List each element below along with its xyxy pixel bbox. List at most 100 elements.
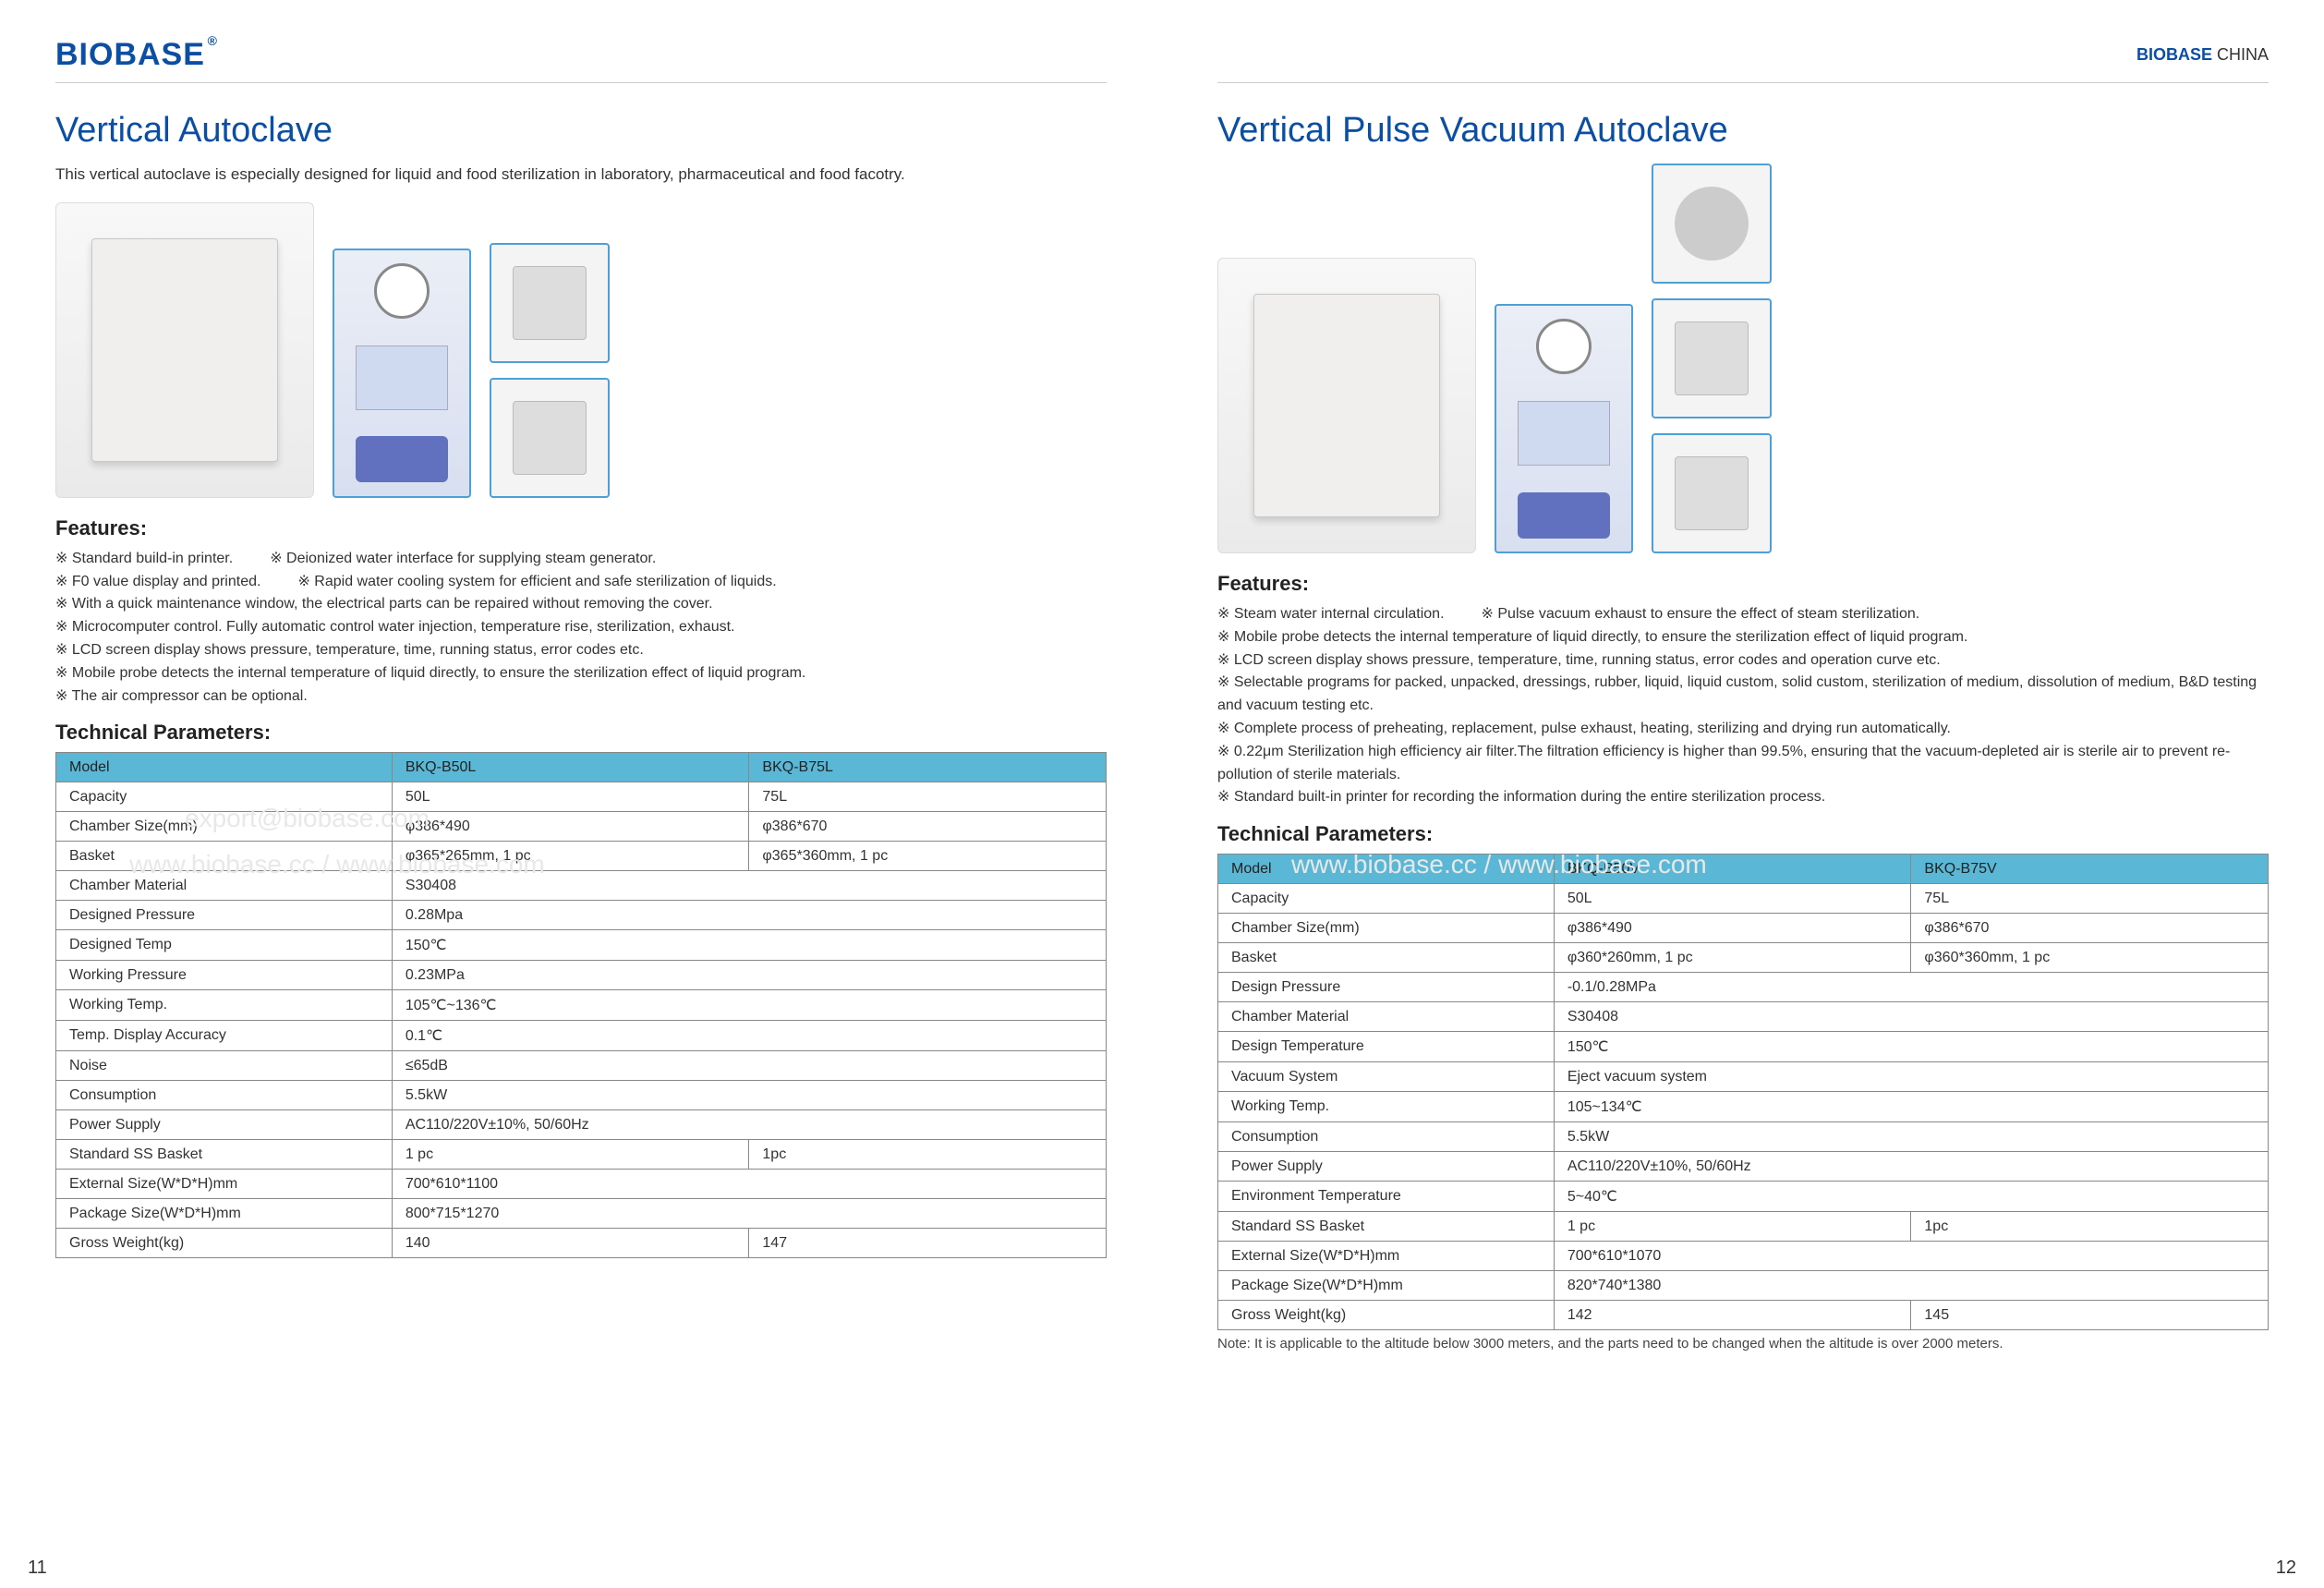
table-cell: 147 bbox=[749, 1229, 1107, 1258]
table-cell: 700*610*1100 bbox=[392, 1170, 1106, 1199]
table-row: Designed Temp150℃ bbox=[56, 930, 1107, 961]
table-cell: AC110/220V±10%, 50/60Hz bbox=[1554, 1152, 2268, 1182]
thumbnail-column bbox=[490, 243, 610, 498]
brand-prefix: BIOBASE bbox=[2136, 45, 2212, 64]
table-cell: S30408 bbox=[392, 871, 1106, 901]
printer-thumb bbox=[1652, 433, 1772, 553]
table-row: Chamber MaterialS30408 bbox=[56, 871, 1107, 901]
table-row: Basketφ360*260mm, 1 pcφ360*360mm, 1 pc bbox=[1218, 943, 2269, 973]
table-cell: Environment Temperature bbox=[1218, 1182, 1555, 1212]
brand-suffix: CHINA bbox=[2217, 45, 2269, 64]
table-cell: -0.1/0.28MPa bbox=[1554, 973, 2268, 1002]
page-left: BIOBASE® Vertical Autoclave This vertica… bbox=[0, 0, 1162, 1588]
table-cell: 1pc bbox=[749, 1140, 1107, 1170]
table-header-cell: Model bbox=[1218, 855, 1555, 884]
feat-row: F0 value display and printed.Rapid water… bbox=[55, 571, 1107, 594]
table-cell: Design Pressure bbox=[1218, 973, 1555, 1002]
table-cell: Gross Weight(kg) bbox=[1218, 1301, 1555, 1330]
product-images-left bbox=[55, 202, 1107, 498]
table-row: Chamber Size(mm)φ386*490φ386*670 bbox=[56, 812, 1107, 842]
table-row: Working Temp.105~134℃ bbox=[1218, 1092, 2269, 1122]
table-row: Capacity50L75L bbox=[56, 782, 1107, 812]
feat-row: Steam water internal circulation.Pulse v… bbox=[1217, 603, 2269, 626]
table-cell: 142 bbox=[1554, 1301, 1911, 1330]
page-number-left: 11 bbox=[28, 1558, 47, 1579]
feat-row: The air compressor can be optional. bbox=[55, 685, 1107, 709]
table-cell: Working Temp. bbox=[56, 990, 393, 1021]
table-cell: 150℃ bbox=[1554, 1032, 2268, 1062]
table-cell: Working Temp. bbox=[1218, 1092, 1555, 1122]
buttons-icon bbox=[1518, 492, 1610, 539]
table-cell: Design Temperature bbox=[1218, 1032, 1555, 1062]
table-cell: 75L bbox=[1911, 884, 2269, 914]
table-cell: φ365*360mm, 1 pc bbox=[749, 842, 1107, 871]
table-cell: 800*715*1270 bbox=[392, 1199, 1106, 1229]
table-cell: Consumption bbox=[56, 1081, 393, 1110]
table-cell: 5~40℃ bbox=[1554, 1182, 2268, 1212]
main-product-image bbox=[1217, 258, 1476, 553]
table-row: Chamber MaterialS30408 bbox=[1218, 1002, 2269, 1032]
table-header-cell: Model bbox=[56, 753, 393, 782]
table-row: External Size(W*D*H)mm700*610*1100 bbox=[56, 1170, 1107, 1199]
feat-row: Microcomputer control. Fully automatic c… bbox=[55, 616, 1107, 639]
feat-row: LCD screen display shows pressure, tempe… bbox=[1217, 649, 2269, 673]
table-row: Noise≤65dB bbox=[56, 1051, 1107, 1081]
basket-thumb bbox=[490, 378, 610, 498]
screen-icon bbox=[356, 345, 448, 410]
table-cell: 150℃ bbox=[392, 930, 1106, 961]
table-row: Working Temp.105℃~136℃ bbox=[56, 990, 1107, 1021]
printer-thumb bbox=[490, 243, 610, 363]
table-cell: 50L bbox=[392, 782, 749, 812]
brand-right: BIOBASE CHINA bbox=[2136, 45, 2269, 65]
table-cell: 105℃~136℃ bbox=[392, 990, 1106, 1021]
table-cell: Chamber Material bbox=[56, 871, 393, 901]
gauge-icon bbox=[374, 263, 430, 319]
table-cell: Power Supply bbox=[1218, 1152, 1555, 1182]
altitude-note: Note: It is applicable to the altitude b… bbox=[1217, 1336, 2269, 1352]
table-cell: Chamber Size(mm) bbox=[56, 812, 393, 842]
table-row: Chamber Size(mm)φ386*490φ386*670 bbox=[1218, 914, 2269, 943]
table-cell: Standard SS Basket bbox=[56, 1140, 393, 1170]
table-row: Gross Weight(kg)140147 bbox=[56, 1229, 1107, 1258]
table-cell: 820*740*1380 bbox=[1554, 1271, 2268, 1301]
component-thumb bbox=[1652, 298, 1772, 418]
feat-row: Standard build-in printer.Deionized wate… bbox=[55, 548, 1107, 571]
table-header-cell: BKQ-B75L bbox=[749, 753, 1107, 782]
gauge-icon bbox=[1536, 319, 1592, 374]
table-cell: External Size(W*D*H)mm bbox=[56, 1170, 393, 1199]
header: BIOBASE® bbox=[55, 28, 1107, 83]
table-cell: Gross Weight(kg) bbox=[56, 1229, 393, 1258]
main-product-image bbox=[55, 202, 314, 498]
table-cell: Chamber Size(mm) bbox=[1218, 914, 1555, 943]
table-cell: 5.5kW bbox=[1554, 1122, 2268, 1152]
features-list-right: Steam water internal circulation.Pulse v… bbox=[1217, 603, 2269, 809]
table-cell: Capacity bbox=[56, 782, 393, 812]
table-row: Package Size(W*D*H)mm800*715*1270 bbox=[56, 1199, 1107, 1229]
product-title-right: Vertical Pulse Vacuum Autoclave bbox=[1217, 111, 2269, 151]
product-subtitle-left: This vertical autoclave is especially de… bbox=[55, 164, 1107, 186]
table-cell: Working Pressure bbox=[56, 961, 393, 990]
feat-row: Mobile probe detects the internal temper… bbox=[1217, 626, 2269, 649]
table-row: Environment Temperature5~40℃ bbox=[1218, 1182, 2269, 1212]
table-cell: 0.1℃ bbox=[392, 1021, 1106, 1051]
product-images-right bbox=[1217, 164, 2269, 553]
buttons-icon bbox=[356, 436, 448, 482]
table-cell: 140 bbox=[392, 1229, 749, 1258]
table-cell: Basket bbox=[56, 842, 393, 871]
features-heading-right: Features: bbox=[1217, 572, 2269, 596]
table-cell: Designed Pressure bbox=[56, 901, 393, 930]
table-row: Temp. Display Accuracy0.1℃ bbox=[56, 1021, 1107, 1051]
table-cell: Standard SS Basket bbox=[1218, 1212, 1555, 1242]
screen-icon bbox=[1518, 401, 1610, 466]
feat-text: Pulse vacuum exhaust to ensure the effec… bbox=[1482, 606, 1920, 622]
table-header-cell: BKQ-B50L bbox=[392, 753, 749, 782]
table-cell: 1pc bbox=[1911, 1212, 2269, 1242]
tech-heading-right: Technical Parameters: bbox=[1217, 822, 2269, 846]
control-panel-image bbox=[333, 249, 471, 498]
feat-row: With a quick maintenance window, the ele… bbox=[55, 593, 1107, 616]
table-row: Package Size(W*D*H)mm820*740*1380 bbox=[1218, 1271, 2269, 1301]
table-cell: ≤65dB bbox=[392, 1051, 1106, 1081]
table-cell: Capacity bbox=[1218, 884, 1555, 914]
table-cell: AC110/220V±10%, 50/60Hz bbox=[392, 1110, 1106, 1140]
table-cell: 5.5kW bbox=[392, 1081, 1106, 1110]
